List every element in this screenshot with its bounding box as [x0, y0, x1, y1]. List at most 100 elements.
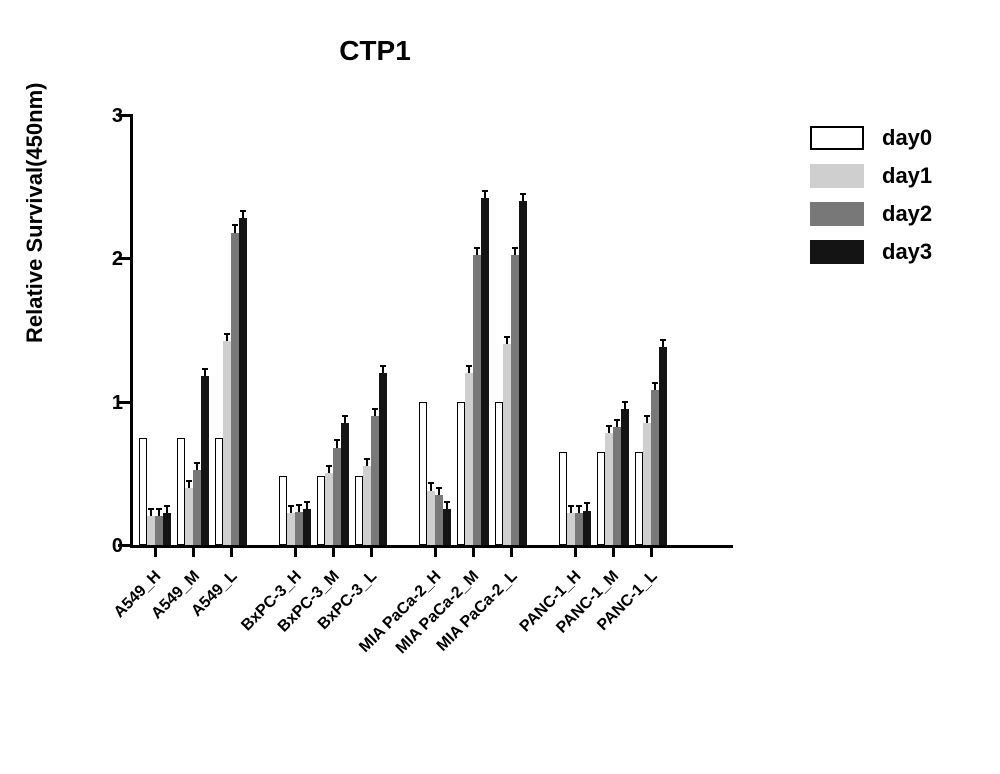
error-cap [444, 501, 450, 503]
bar [163, 513, 171, 545]
error-bar [196, 463, 198, 470]
error-bar [578, 506, 580, 513]
bar [139, 438, 147, 546]
bar [355, 476, 363, 545]
error-cap [156, 508, 162, 510]
error-bar [290, 506, 292, 513]
error-bar [438, 488, 440, 495]
bar [325, 473, 333, 545]
bar [575, 513, 583, 545]
bar [495, 402, 503, 545]
error-bar [234, 225, 236, 232]
error-bar [306, 502, 308, 509]
bar [613, 427, 621, 545]
error-bar [468, 366, 470, 373]
error-cap [224, 333, 230, 335]
bar [419, 402, 427, 545]
error-bar [166, 506, 168, 513]
error-cap [194, 462, 200, 464]
error-cap [512, 247, 518, 249]
bar [379, 373, 387, 545]
error-cap [520, 193, 526, 195]
legend-item: day3 [810, 239, 932, 265]
error-bar [646, 416, 648, 423]
error-bar [188, 481, 190, 488]
bar [473, 255, 481, 545]
bar [239, 218, 247, 545]
error-cap [334, 439, 340, 441]
bar [155, 516, 163, 545]
bar [295, 512, 303, 545]
error-cap [342, 415, 348, 417]
error-cap [576, 505, 582, 507]
legend-item: day0 [810, 125, 932, 151]
bar [333, 448, 341, 545]
bar [363, 466, 371, 545]
error-cap [326, 465, 332, 467]
error-bar [242, 211, 244, 218]
x-tick [434, 545, 437, 557]
chart-container: CTP1 Relative Survival(450nm) 0123A549_H… [20, 20, 1000, 754]
error-bar [430, 483, 432, 490]
y-tick-label: 0 [93, 535, 123, 558]
bar [341, 423, 349, 545]
error-bar [446, 502, 448, 509]
x-tick [370, 545, 373, 557]
bar [605, 433, 613, 545]
legend-label: day3 [882, 239, 932, 265]
error-cap [474, 247, 480, 249]
bar [193, 470, 201, 545]
error-bar [328, 466, 330, 473]
error-cap [660, 339, 666, 341]
bar [583, 511, 591, 545]
chart-title: CTP1 [20, 35, 730, 67]
error-cap [466, 365, 472, 367]
bar [279, 476, 287, 545]
error-bar [514, 248, 516, 255]
error-cap [296, 504, 302, 506]
error-bar [586, 503, 588, 510]
error-bar [150, 509, 152, 516]
error-cap [504, 336, 510, 338]
error-cap [380, 365, 386, 367]
error-cap [614, 419, 620, 421]
error-bar [382, 366, 384, 373]
bar [519, 201, 527, 545]
legend-swatch [810, 164, 864, 188]
error-bar [506, 337, 508, 344]
bar [215, 438, 223, 546]
bar [177, 438, 185, 546]
x-tick [294, 545, 297, 557]
bar [457, 402, 465, 545]
bar [147, 516, 155, 545]
bar [635, 452, 643, 545]
y-tick-label: 2 [93, 248, 123, 271]
y-tick-label: 1 [93, 392, 123, 415]
error-bar [366, 459, 368, 466]
x-tick [650, 545, 653, 557]
bar [231, 233, 239, 545]
x-tick [192, 545, 195, 557]
legend-label: day1 [882, 163, 932, 189]
error-cap [288, 505, 294, 507]
bar [201, 376, 209, 545]
error-cap [568, 505, 574, 507]
error-cap [372, 408, 378, 410]
error-cap [644, 415, 650, 417]
error-bar [336, 440, 338, 447]
bar [481, 198, 489, 545]
legend-swatch [810, 202, 864, 226]
error-cap [436, 487, 442, 489]
error-bar [662, 340, 664, 347]
error-cap [652, 382, 658, 384]
bar [435, 495, 443, 545]
bar [567, 513, 575, 545]
error-bar [616, 420, 618, 427]
bar [185, 488, 193, 545]
bar [465, 373, 473, 545]
error-cap [606, 425, 612, 427]
x-tick [510, 545, 513, 557]
error-bar [608, 426, 610, 433]
bar [659, 347, 667, 545]
legend-item: day1 [810, 163, 932, 189]
